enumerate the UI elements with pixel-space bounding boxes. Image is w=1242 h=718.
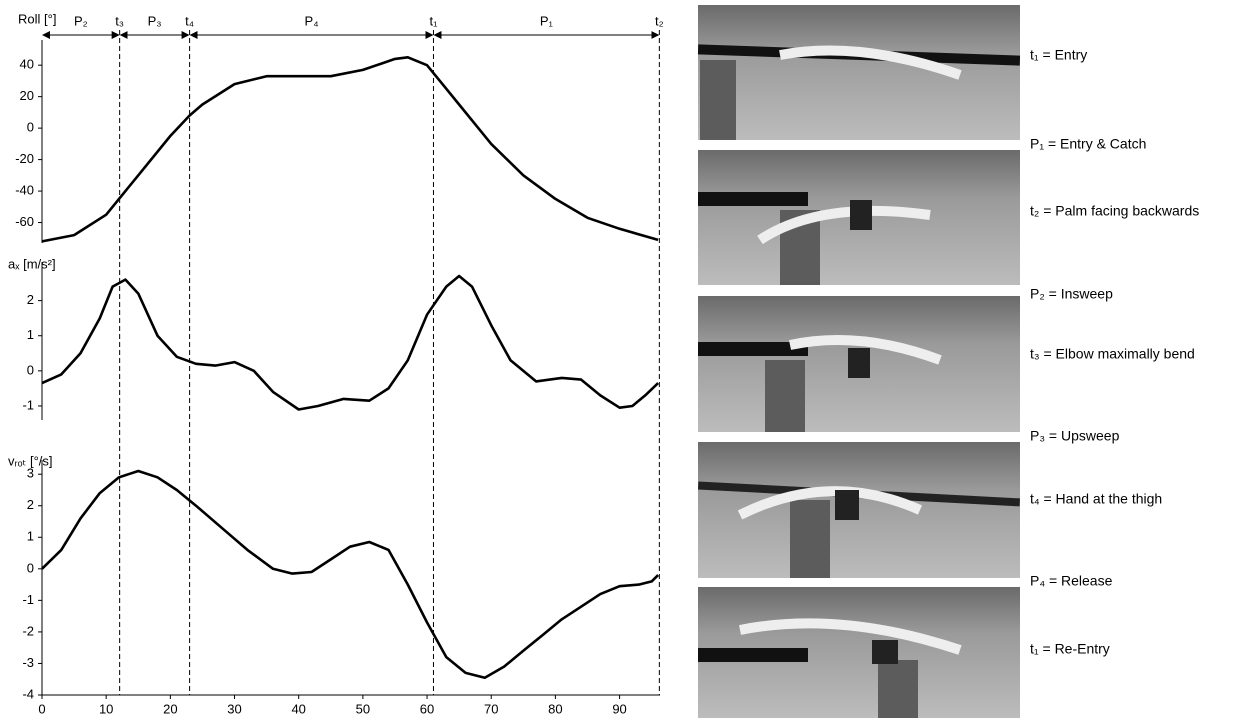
description: P₂ = Insweep bbox=[1030, 286, 1113, 302]
y-tick-label: -3 bbox=[22, 655, 34, 670]
y-tick-label: -40 bbox=[15, 183, 34, 198]
photos bbox=[697, 5, 1021, 718]
phase-label: P₃ bbox=[148, 13, 162, 28]
description: t₁ = Re-Entry bbox=[1030, 641, 1110, 657]
y-tick-label: -1 bbox=[22, 397, 34, 412]
event-label: t₂ bbox=[655, 13, 664, 28]
x-tick-label: 40 bbox=[291, 701, 305, 716]
y-tick-label: 40 bbox=[20, 57, 34, 72]
photo bbox=[698, 587, 1020, 718]
descriptions: t₁ = Entry P₁ = Entry & Catch t₂ = Palm fa… bbox=[1030, 47, 1199, 657]
y-tick-label: 3 bbox=[27, 466, 34, 481]
x-tick-label: 0 bbox=[38, 701, 45, 716]
x-tick-label: 70 bbox=[484, 701, 498, 716]
data-line bbox=[41, 56, 659, 243]
y-tick-label: 20 bbox=[20, 88, 34, 103]
description: P₃ = Upsweep bbox=[1030, 428, 1120, 444]
y-axis-label: Roll [°] bbox=[18, 11, 56, 26]
y-axis-label: vᵣₒₜ [°/s] bbox=[8, 453, 53, 468]
y-tick-label: -2 bbox=[22, 623, 34, 638]
x-tick-label: 50 bbox=[356, 701, 370, 716]
x-tick-label: 60 bbox=[420, 701, 434, 716]
photo bbox=[698, 442, 1020, 578]
description: P₁ = Entry & Catch bbox=[1030, 136, 1146, 152]
phase-label: P₄ bbox=[305, 13, 319, 28]
y-tick-label: 1 bbox=[27, 529, 34, 544]
x-tick-label: 20 bbox=[163, 701, 177, 716]
description: t₂ = Palm facing backwards bbox=[1030, 203, 1199, 219]
y-tick-label: 0 bbox=[27, 560, 34, 575]
y-tick-label: -4 bbox=[22, 686, 34, 701]
y-tick-label: 1 bbox=[27, 327, 34, 342]
photo bbox=[698, 150, 1020, 285]
description: t₄ = Hand at the thigh bbox=[1030, 491, 1162, 507]
x-tick-label: 80 bbox=[548, 701, 562, 716]
y-tick-label: 0 bbox=[27, 362, 34, 377]
x-tick-label: 10 bbox=[99, 701, 113, 716]
y-tick-label: -60 bbox=[15, 214, 34, 229]
event-label: t₁ bbox=[429, 13, 438, 28]
y-tick-label: 0 bbox=[27, 120, 34, 135]
x-tick-label: 90 bbox=[612, 701, 626, 716]
y-tick-label: 2 bbox=[27, 292, 34, 307]
description: P₄ = Release bbox=[1030, 573, 1113, 589]
photo bbox=[697, 5, 1021, 140]
phase-label: P₂ bbox=[74, 13, 88, 28]
y-tick-label: 2 bbox=[27, 497, 34, 512]
data-line bbox=[41, 274, 659, 411]
data-line bbox=[41, 469, 660, 679]
y-axis-label: aₓ [m/s²] bbox=[8, 256, 56, 271]
y-tick-label: -1 bbox=[22, 592, 34, 607]
phase-label: P₁ bbox=[540, 13, 554, 28]
description: t₁ = Entry bbox=[1030, 47, 1087, 63]
description: t₃ = Elbow maximally bend bbox=[1030, 346, 1195, 362]
event-label: t₃ bbox=[115, 13, 124, 28]
y-tick-label: -20 bbox=[15, 151, 34, 166]
x-tick-label: 30 bbox=[227, 701, 241, 716]
event-label: t₄ bbox=[185, 13, 194, 28]
photo bbox=[698, 296, 1020, 432]
